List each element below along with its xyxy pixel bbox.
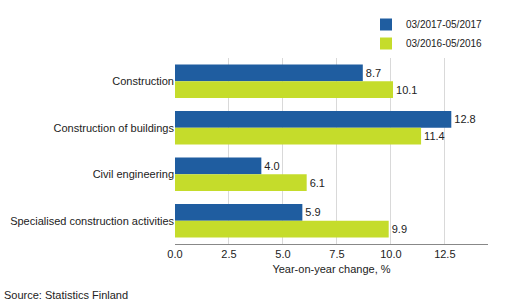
svg-text:5.0: 5.0 xyxy=(275,248,290,260)
svg-text:10.0: 10.0 xyxy=(380,248,401,260)
svg-text:2.5: 2.5 xyxy=(221,248,236,260)
svg-text:Year-on-year change, %: Year-on-year change, % xyxy=(272,263,390,275)
svg-text:8.7: 8.7 xyxy=(366,67,381,79)
svg-text:12.8: 12.8 xyxy=(454,113,475,125)
svg-text:Specialised construction activ: Specialised construction activities xyxy=(10,215,174,227)
svg-text:0.0: 0.0 xyxy=(167,248,182,260)
svg-text:11.4: 11.4 xyxy=(424,130,445,142)
svg-text:03/2016-05/2016: 03/2016-05/2016 xyxy=(406,38,482,49)
svg-text:7.5: 7.5 xyxy=(329,248,344,260)
svg-text:Construction: Construction xyxy=(112,75,174,87)
svg-text:5.9: 5.9 xyxy=(305,206,320,218)
svg-text:9.9: 9.9 xyxy=(392,223,407,235)
html-text:Source: Statistics Finland: Source: Statistics Finland xyxy=(4,289,129,301)
svg-text:12.5: 12.5 xyxy=(434,248,455,260)
svg-text:4.0: 4.0 xyxy=(264,160,279,172)
svg-text:03/2017-05/2017: 03/2017-05/2017 xyxy=(406,19,482,30)
svg-text:Civil engineering: Civil engineering xyxy=(93,168,174,180)
svg-text:6.1: 6.1 xyxy=(310,177,325,189)
svg-text:Construction of buildings: Construction of buildings xyxy=(54,122,175,134)
svg-text:10.1: 10.1 xyxy=(396,84,417,96)
